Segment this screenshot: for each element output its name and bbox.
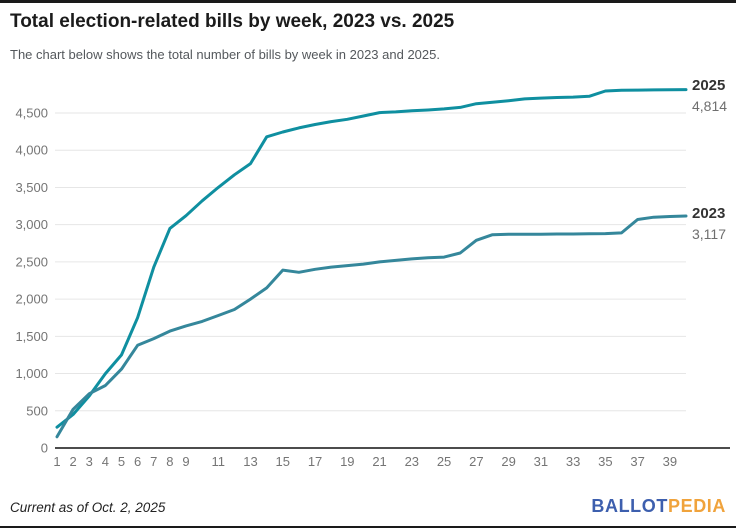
- x-axis-tick-label: 13: [243, 454, 257, 469]
- x-axis-tick-label: 37: [630, 454, 644, 469]
- x-axis-tick-label: 19: [340, 454, 354, 469]
- x-axis-tick-label: 1: [53, 454, 60, 469]
- x-axis-tick-label: 25: [437, 454, 451, 469]
- x-axis-tick-label: 35: [598, 454, 612, 469]
- ballotpedia-logo: BALLOTPEDIA: [591, 496, 726, 517]
- series-value-2025: 4,814: [692, 97, 728, 114]
- x-axis-tick-label: 15: [276, 454, 290, 469]
- x-axis-tick-label: 5: [118, 454, 125, 469]
- line-chart: 0 500 1,000 1,500 2,000 2,500 3,000 3,500 4,000 4…: [15, 88, 730, 469]
- series-name-2023: 2023: [692, 205, 726, 222]
- x-axis-tick-label: 3: [86, 454, 93, 469]
- y-axis-tick-label: 2,000: [15, 292, 48, 307]
- y-axis-tick-label: 0: [41, 441, 48, 456]
- x-axis-tick-label: 6: [134, 454, 141, 469]
- top-border: [0, 0, 736, 3]
- x-axis-tick-label: 9: [182, 454, 189, 469]
- x-axis-tick-label: 11: [212, 454, 226, 469]
- x-axis-tick-label: 27: [469, 454, 483, 469]
- series-line-2023: [55, 214, 688, 439]
- x-axis-tick-label: 29: [501, 454, 515, 469]
- x-axis-tick-label: 7: [150, 454, 157, 469]
- y-axis-tick-label: 3,500: [15, 180, 48, 195]
- series-name-2025: 2025: [692, 77, 726, 94]
- page-title: Total election-related bills by week, 20…: [10, 11, 455, 32]
- y-axis-tick-label: 4,000: [15, 143, 48, 158]
- logo-text-ballot: BALLOT: [591, 496, 668, 516]
- x-axis-tick-label: 39: [663, 454, 677, 469]
- x-axis-tick-label: 21: [372, 454, 386, 469]
- x-axis-tick-label: 23: [405, 454, 419, 469]
- x-axis-tick-label: 31: [534, 454, 548, 469]
- x-axis-tick-label: 4: [102, 454, 109, 469]
- y-axis-tick-label: 4,500: [15, 106, 48, 121]
- y-axis-tick-label: 1,500: [15, 329, 48, 344]
- x-axis-tick-label: 33: [566, 454, 580, 469]
- as-of-note: Current as of Oct. 2, 2025: [10, 500, 166, 515]
- y-axis-tick-label: 500: [26, 403, 48, 418]
- x-axis-tick-label: 8: [166, 454, 173, 469]
- y-axis-tick-label: 1,000: [15, 366, 48, 381]
- series-end-label-2025: 2025 4,814: [692, 77, 727, 115]
- series-line-2025: [55, 88, 688, 429]
- chart-subtitle: The chart below shows the total number o…: [10, 47, 440, 62]
- bottom-border: [0, 526, 736, 528]
- x-axis-tick-label: 17: [308, 454, 322, 469]
- series-end-label-2023: 2023 3,117: [692, 205, 726, 243]
- series-value-2023: 3,117: [692, 225, 726, 242]
- y-axis-tick-label: 2,500: [15, 254, 48, 269]
- logo-text-pedia: PEDIA: [667, 496, 726, 516]
- y-axis-tick-label: 3,000: [15, 217, 48, 232]
- x-axis-tick-label: 2: [70, 454, 77, 469]
